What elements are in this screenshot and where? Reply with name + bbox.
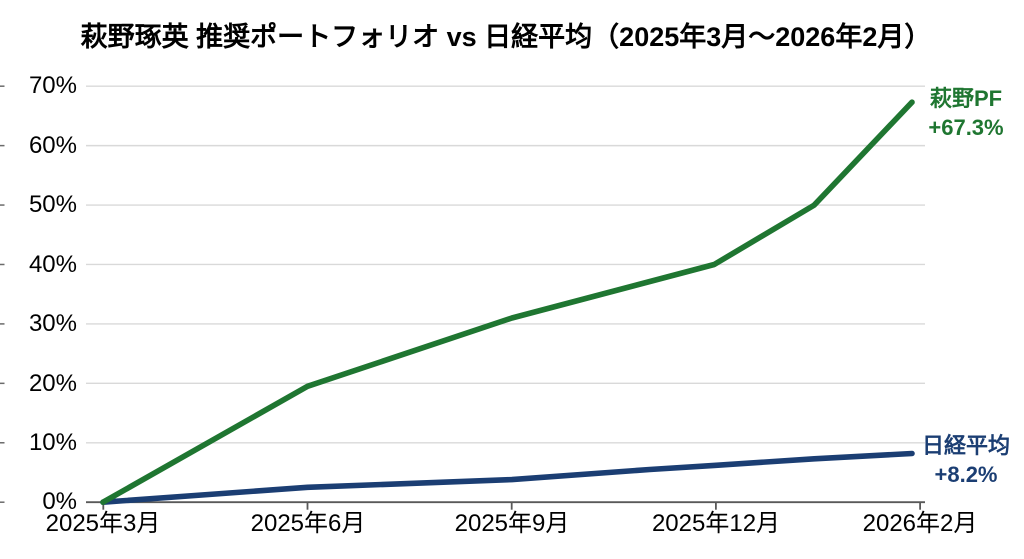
y-tick-label-30: 30% [28,310,77,337]
nikkei-series-line [100,450,915,506]
y-tick-label-70: 70% [28,72,77,99]
x-tick-label-2025-09: 2025年9月 [454,510,570,537]
x-tick-label-2025-06: 2025年6月 [250,510,366,537]
x-tick-label-2025-12: 2025年12月 [651,510,781,537]
nikkei-series-label: 日経平均 +8.2% [914,431,1018,489]
pf-series-line [100,99,915,506]
pf-series-name: 萩野PF [929,86,1003,111]
y-tick-label-50: 50% [28,191,77,218]
pf-series-value: +67.3% [928,115,1004,140]
x-tick-label-2026-02: 2026年2月 [862,510,978,537]
y-tick-label-0: 0% [42,488,77,515]
y-tick-label-40: 40% [28,250,77,278]
chart-title: 萩野琢英 推奨ポートフォリオ vs 日経平均（2025年3月〜2026年2月） [80,22,932,52]
x-tick-label-2025-03: 2025年3月 [45,510,161,537]
y-tick-label-20: 20% [28,369,77,397]
nikkei-series-name: 日経平均 [921,433,1010,458]
nikkei-series-value: +8.2% [934,462,998,487]
pf-series-label: 萩野PF +67.3% [914,84,1018,142]
y-tick-label-60: 60% [28,131,77,159]
y-tick-label-10: 10% [28,428,77,456]
